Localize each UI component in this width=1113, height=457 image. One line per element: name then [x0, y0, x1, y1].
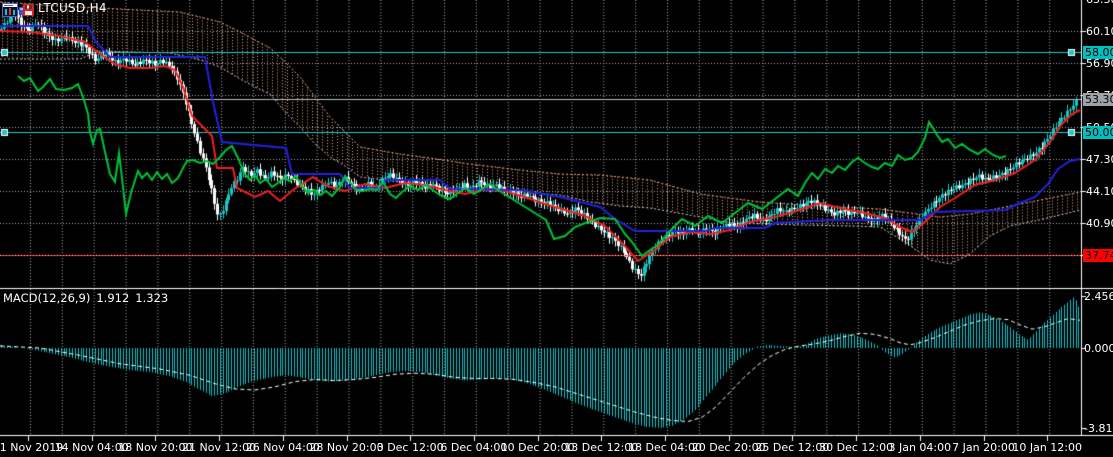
time-axis-label: 20 Dec 20:00: [691, 441, 766, 454]
symbol-timeframe-label: LTCUSD,H4: [38, 1, 107, 15]
price-level-label-support-level: 50.00: [1083, 126, 1113, 139]
macd-name: MACD(12,26,9): [3, 291, 91, 305]
macd-value: 1.912: [96, 291, 130, 305]
macd-indicator-label: MACD(12,26,9) 1.912 1.323: [3, 291, 174, 305]
price-axis-tick: 40.90: [1086, 217, 1113, 230]
time-axis-label: 10 Jan 12:00: [1012, 441, 1083, 454]
save-chart-icon[interactable]: [19, 2, 34, 21]
macd-axis-tick: -3.810: [1084, 422, 1113, 435]
time-axis-label: 28 Nov 20:00: [309, 441, 384, 454]
time-axis-label: 14 Nov 04:00: [54, 441, 129, 454]
price-axis-tick: 63.30: [1086, 0, 1113, 6]
price-axis-tick: 56.90: [1086, 57, 1113, 70]
time-axis-label: 3 Jan 04:00: [888, 441, 952, 454]
price-axis-tick: 47.30: [1086, 153, 1113, 166]
macd-axis-tick: 2.456: [1084, 290, 1113, 303]
time-axis-label: 13 Dec 12:00: [564, 441, 639, 454]
price-level-label-resistance-level: 58.00: [1083, 46, 1113, 59]
time-axis-label: 30 Dec 12:00: [819, 441, 894, 454]
time-axis-label: 6 Dec 04:00: [440, 441, 508, 454]
price-level-label-bid-price: 53.30: [1083, 93, 1113, 106]
price-axis-tick: 60.10: [1086, 25, 1113, 38]
time-axis-label: 7 Jan 20:00: [952, 441, 1015, 454]
time-axis-label: 18 Nov 20:00: [118, 441, 193, 454]
time-axis-label: 25 Dec 12:00: [755, 441, 830, 454]
price-axis-tick: 44.10: [1086, 185, 1113, 198]
time-axis-label: 21 Nov 12:00: [182, 441, 257, 454]
time-axis-label: 26 Nov 04:00: [245, 441, 320, 454]
price-level-label-support-level-red: 37.74: [1083, 249, 1113, 262]
chart-window-icon[interactable]: [2, 2, 18, 21]
macd-signal-value: 1.323: [135, 291, 169, 305]
time-axis-label: 18 Dec 04:00: [628, 441, 702, 454]
time-axis-label: 3 Dec 12:00: [376, 441, 444, 454]
time-axis-label: 10 Dec 20:00: [500, 441, 575, 454]
macd-axis-tick: 0.000: [1084, 342, 1113, 355]
time-axis-label: 11 Nov 2019: [0, 441, 64, 454]
